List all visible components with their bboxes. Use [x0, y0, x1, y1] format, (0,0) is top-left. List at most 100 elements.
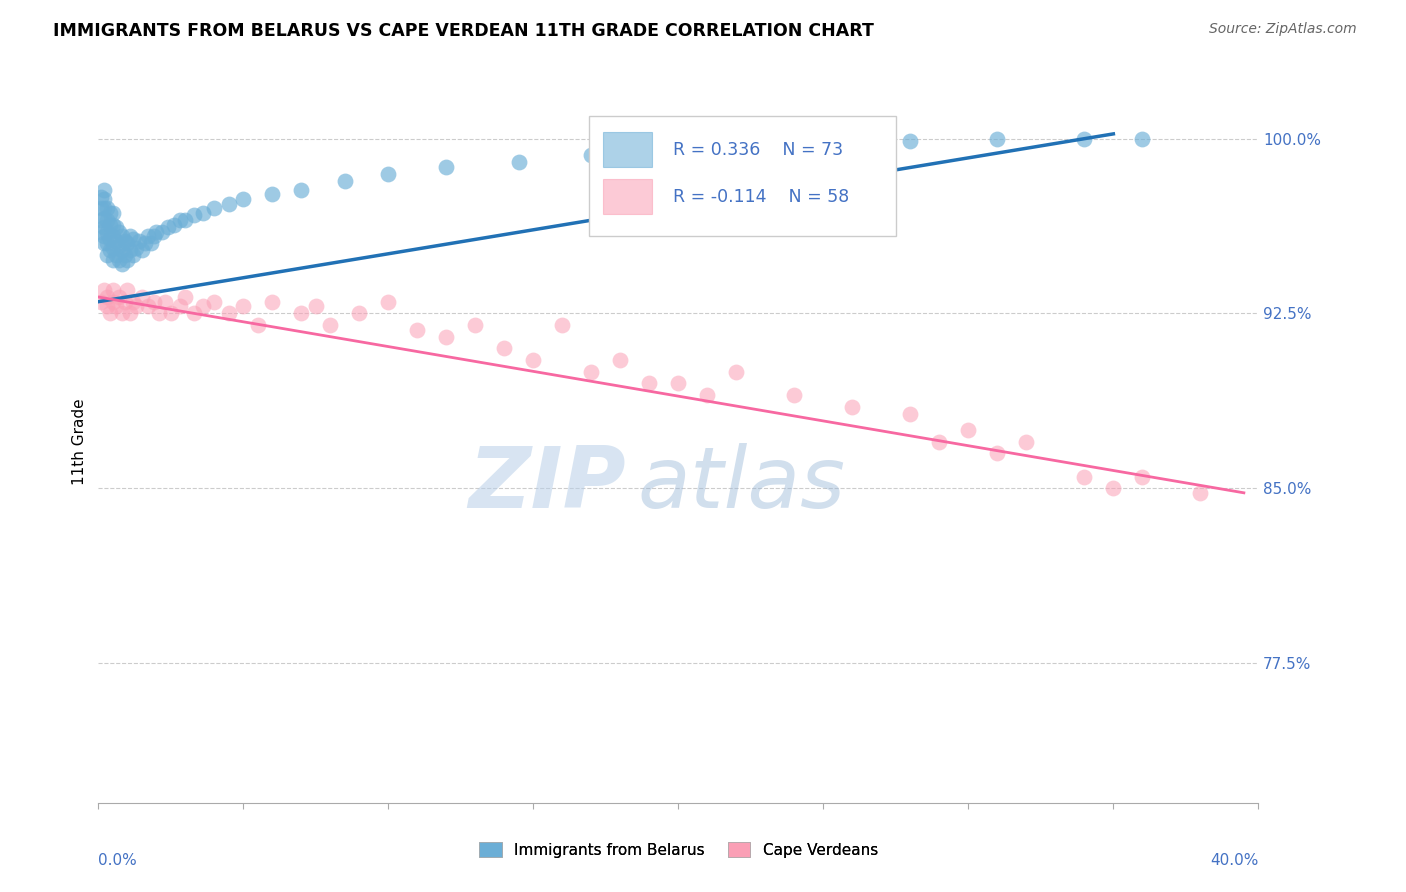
Point [783, 388, 806, 402]
Point [101, 229, 124, 244]
Point [93, 192, 115, 206]
Point [111, 244, 132, 258]
Point [1102, 481, 1125, 495]
Point [98, 306, 121, 320]
Text: R = -0.114    N = 58: R = -0.114 N = 58 [672, 187, 849, 205]
Point [93, 211, 115, 225]
Point [93, 183, 115, 197]
Point [494, 341, 516, 355]
Point [1073, 131, 1095, 145]
Point [153, 294, 176, 309]
Point [122, 248, 145, 262]
Point [551, 318, 574, 332]
Point [101, 252, 124, 267]
Point [218, 196, 240, 211]
Point [107, 239, 129, 253]
Point [581, 148, 603, 162]
Point [96, 290, 118, 304]
Point [120, 244, 142, 258]
Point [101, 241, 124, 255]
Point [117, 252, 139, 267]
Point [125, 241, 148, 255]
Point [508, 154, 530, 169]
Point [104, 248, 127, 262]
Point [262, 294, 284, 309]
Point [107, 225, 129, 239]
Point [142, 294, 165, 309]
Point [104, 220, 127, 235]
Point [169, 299, 191, 313]
Point [93, 283, 115, 297]
Point [696, 388, 718, 402]
Text: ZIP: ZIP [468, 443, 626, 526]
Point [96, 202, 118, 216]
Point [136, 229, 159, 244]
Point [93, 202, 115, 216]
Point [436, 160, 458, 174]
Point [142, 229, 165, 244]
Point [122, 294, 145, 309]
Point [232, 192, 254, 206]
Point [262, 187, 284, 202]
Point [90, 202, 112, 216]
Point [841, 400, 863, 414]
Point [101, 294, 124, 309]
Point [666, 143, 689, 157]
Point [114, 294, 136, 309]
Point [957, 423, 980, 437]
Point [377, 294, 399, 309]
Legend: Immigrants from Belarus, Cape Verdeans: Immigrants from Belarus, Cape Verdeans [472, 836, 884, 863]
Text: R = 0.336    N = 73: R = 0.336 N = 73 [672, 141, 842, 159]
Y-axis label: 11th Grade: 11th Grade [72, 398, 87, 485]
Point [160, 306, 183, 320]
Point [117, 236, 139, 251]
Point [122, 232, 145, 246]
Point [101, 283, 124, 297]
Point [93, 236, 115, 251]
Text: atlas: atlas [638, 443, 846, 526]
Point [1073, 469, 1095, 483]
Point [183, 306, 205, 320]
Point [464, 318, 486, 332]
Point [377, 167, 399, 181]
Point [204, 202, 226, 216]
FancyBboxPatch shape [589, 116, 897, 235]
Point [111, 257, 132, 271]
Point [98, 218, 121, 232]
Point [117, 283, 139, 297]
Point [900, 134, 922, 148]
Point [90, 190, 112, 204]
Point [96, 299, 118, 313]
Point [349, 306, 371, 320]
Point [174, 213, 197, 227]
Point [232, 299, 254, 313]
Point [145, 225, 167, 239]
Point [218, 306, 240, 320]
Point [111, 229, 132, 244]
Point [928, 434, 950, 449]
Point [986, 446, 1008, 460]
Point [150, 225, 173, 239]
Point [96, 225, 118, 239]
Point [128, 234, 150, 248]
Point [111, 306, 132, 320]
Point [183, 209, 205, 223]
Point [986, 131, 1008, 145]
Point [319, 318, 342, 332]
Point [93, 229, 115, 244]
Point [290, 306, 312, 320]
Point [96, 236, 118, 251]
Point [305, 299, 328, 313]
Point [93, 220, 115, 235]
Point [191, 299, 214, 313]
Text: 40.0%: 40.0% [1211, 854, 1258, 869]
Point [148, 306, 170, 320]
Point [1015, 434, 1038, 449]
Point [191, 206, 214, 220]
Point [101, 206, 124, 220]
Point [131, 244, 153, 258]
Point [174, 290, 197, 304]
Point [1189, 485, 1212, 500]
FancyBboxPatch shape [603, 179, 652, 214]
Point [1130, 469, 1153, 483]
